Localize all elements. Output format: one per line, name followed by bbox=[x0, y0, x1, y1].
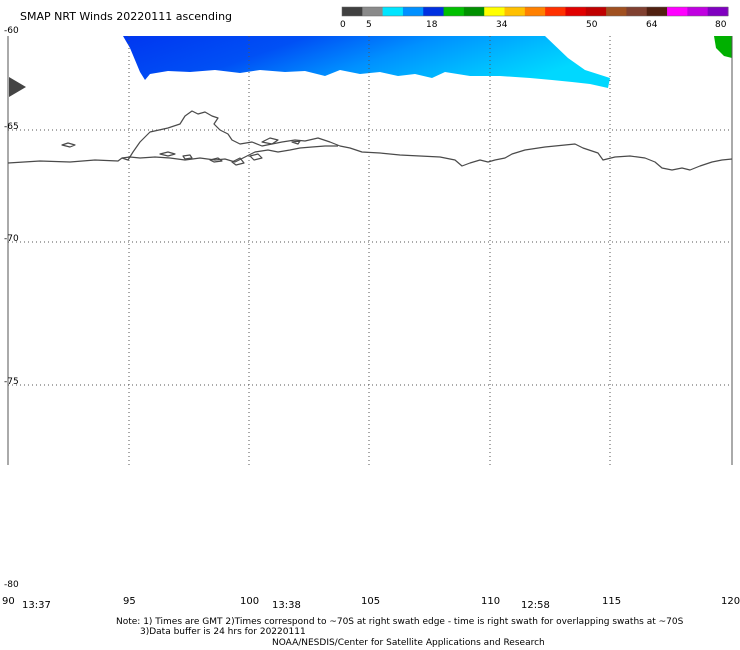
lon-label-110: 110 bbox=[481, 596, 501, 607]
note-line-1: Note: 1) Times are GMT 2)Times correspon… bbox=[116, 617, 684, 627]
colorbar-segment bbox=[484, 7, 506, 16]
colorbar-segment bbox=[545, 7, 566, 16]
colorbar-segment bbox=[423, 7, 445, 16]
lon-label-100: 100 bbox=[240, 596, 260, 607]
colorbar-label-34: 34 bbox=[496, 20, 508, 30]
triangle-right-icon bbox=[9, 77, 26, 97]
colorbar-segment bbox=[707, 7, 729, 16]
lon-label-120: 120 bbox=[721, 596, 740, 607]
colorbar-segment bbox=[342, 7, 363, 16]
colorbar-segment bbox=[382, 7, 404, 16]
high-wind-patch bbox=[714, 36, 732, 58]
colorbar-segment bbox=[646, 7, 668, 16]
colorbar-segment bbox=[463, 7, 485, 16]
note-line-3: NOAA/NESDIS/Center for Satellite Applica… bbox=[272, 638, 545, 648]
colorbar-label-0: 0 bbox=[340, 20, 346, 30]
lat-label-80: -80 bbox=[4, 580, 19, 590]
colorbar-segment bbox=[402, 7, 424, 16]
wind-swath bbox=[123, 36, 610, 88]
note-line-2: 3)Data buffer is 24 hrs for 20220111 bbox=[140, 627, 306, 637]
colorbar-label-18: 18 bbox=[426, 20, 438, 30]
antarctic-coastline bbox=[7, 110, 733, 171]
colorbar-label-80: 80 bbox=[715, 20, 727, 30]
colorbar-segment bbox=[443, 7, 465, 16]
colorbar-label-64: 64 bbox=[646, 20, 658, 30]
swath-time-2: 13:38 bbox=[272, 600, 301, 611]
colorbar-label-50: 50 bbox=[586, 20, 598, 30]
colorbar-segment bbox=[565, 7, 587, 16]
lat-label-75: -75 bbox=[4, 377, 19, 387]
lat-label-65: -65 bbox=[4, 122, 19, 132]
map-frame bbox=[7, 36, 733, 465]
swath-time-3: 12:58 bbox=[521, 600, 550, 611]
wind-speed-colorbar bbox=[341, 6, 729, 17]
colorbar-segment bbox=[626, 7, 648, 16]
colorbar-segment bbox=[524, 7, 546, 16]
lon-label-90: 90 bbox=[2, 596, 15, 607]
lon-label-95: 95 bbox=[123, 596, 136, 607]
map-title: SMAP NRT Winds 20220111 ascending bbox=[20, 10, 233, 23]
colorbar-segment bbox=[585, 7, 607, 16]
colorbar-segment bbox=[362, 7, 384, 16]
colorbar-label-5: 5 bbox=[366, 20, 372, 30]
colorbar-segment bbox=[667, 7, 688, 16]
lat-label-70: -70 bbox=[4, 234, 19, 244]
lon-label-115: 115 bbox=[602, 596, 622, 607]
lon-label-105: 105 bbox=[361, 596, 381, 607]
colorbar-segment bbox=[687, 7, 709, 16]
colorbar-segment bbox=[606, 7, 627, 16]
swath-time-1: 13:37 bbox=[22, 600, 51, 611]
colorbar-frame bbox=[341, 6, 729, 17]
colorbar-segment bbox=[504, 7, 526, 16]
lat-label-60: -60 bbox=[4, 26, 19, 36]
lat-lon-grid bbox=[8, 36, 732, 465]
